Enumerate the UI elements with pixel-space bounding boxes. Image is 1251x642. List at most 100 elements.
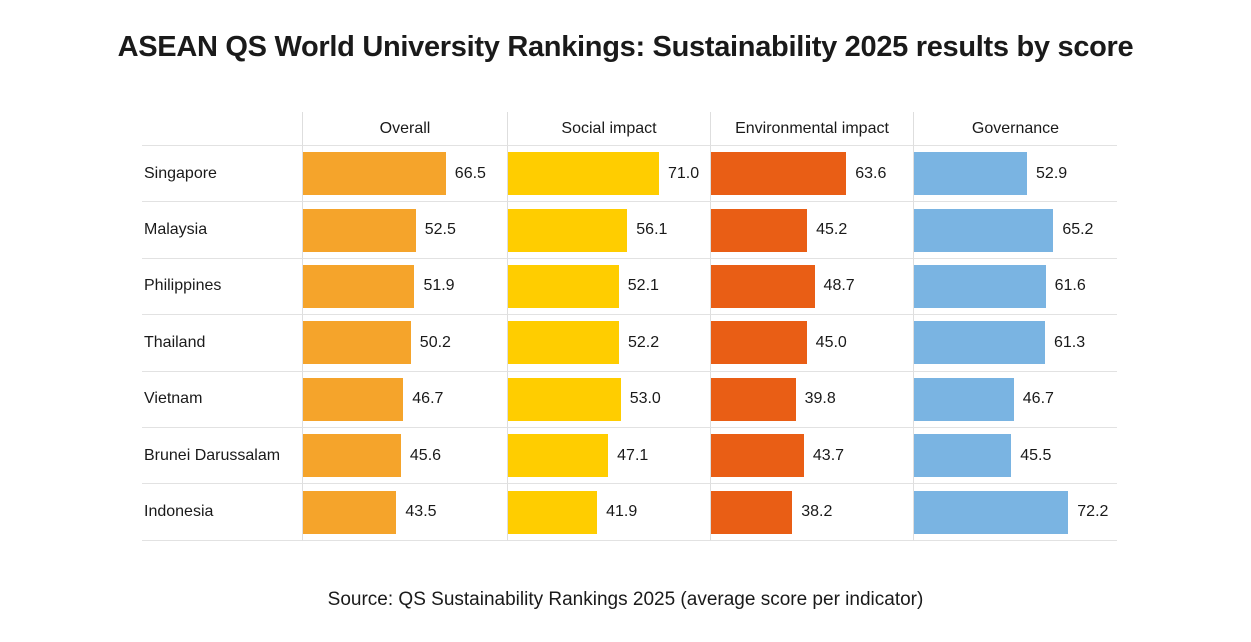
overall-bar-cell: 50.2 (302, 315, 507, 372)
social-impact-bar (508, 377, 621, 421)
bar-value-label: 52.9 (1036, 164, 1068, 182)
bar-value-label: 43.7 (812, 446, 845, 464)
header-country-cell (142, 112, 302, 146)
social-impact-bar-cell: 52.2 (507, 315, 710, 372)
rows-container: Singapore 66.5 71.0 63.6 52.9 Malaysia 52.5 56.… (142, 146, 1117, 541)
bar-value-label: 61.6 (1054, 277, 1086, 295)
governance-bar (914, 321, 1045, 365)
social-impact-bar (508, 434, 609, 478)
bar-value-label: 46.7 (412, 390, 444, 408)
table-row: Malaysia 52.5 56.1 45.2 65.2 (142, 202, 1117, 259)
table-row: Thailand 50.2 52.2 45.0 61.3 (142, 315, 1117, 372)
environmental-impact-bar-cell: 48.7 (710, 258, 913, 316)
environmental-impact-bar-cell: 45.2 (710, 202, 913, 259)
column-header-governance: Governance (913, 112, 1117, 146)
bar-value-label: 50.2 (419, 333, 451, 351)
overall-bar-cell: 43.5 (302, 484, 507, 541)
social-impact-bar-cell: 47.1 (507, 427, 710, 485)
social-impact-bar-cell: 53.0 (507, 371, 710, 428)
table-row: Vietnam 46.7 53.0 39.8 46.7 (142, 371, 1117, 428)
environmental-impact-bar (711, 434, 804, 478)
overall-bar (303, 490, 397, 534)
environmental-impact-bar (711, 321, 807, 365)
overall-bar (303, 264, 415, 308)
bar-value-label: 52.2 (627, 333, 660, 351)
social-impact-bar (508, 152, 659, 196)
bar-value-label: 66.5 (454, 164, 486, 182)
overall-bar-cell: 46.7 (302, 371, 507, 428)
social-impact-bar (508, 321, 619, 365)
governance-bar-cell: 45.5 (913, 427, 1117, 485)
social-impact-bar-cell: 56.1 (507, 202, 710, 259)
governance-bar-cell: 52.9 (913, 146, 1117, 203)
bar-value-label: 38.2 (801, 503, 833, 521)
bar-value-label: 72.2 (1077, 503, 1109, 521)
overall-bar-cell: 66.5 (302, 146, 507, 203)
bar-value-label: 48.7 (823, 277, 855, 295)
table-row: Singapore 66.5 71.0 63.6 52.9 (142, 146, 1117, 203)
environmental-impact-bar (711, 208, 808, 252)
overall-bar-cell: 51.9 (302, 258, 507, 316)
social-impact-bar-cell: 71.0 (507, 146, 710, 203)
chart-title: ASEAN QS World University Rankings: Sust… (117, 31, 1134, 63)
country-label: Malaysia (142, 202, 302, 259)
bar-value-label: 39.8 (804, 390, 836, 408)
environmental-impact-bar-cell: 39.8 (710, 371, 913, 428)
environmental-impact-bar-cell: 43.7 (710, 427, 913, 485)
governance-bar (914, 377, 1014, 421)
governance-bar-cell: 61.6 (913, 258, 1117, 316)
environmental-impact-bar (711, 264, 815, 308)
bar-value-label: 41.9 (606, 503, 638, 521)
governance-bar-cell: 65.2 (913, 202, 1117, 259)
bar-value-label: 45.6 (409, 446, 442, 464)
column-header-environmental-impact: Environmental impact (710, 112, 913, 146)
bar-value-label: 63.6 (855, 164, 887, 182)
column-header-social-impact: Social impact (507, 112, 710, 146)
bar-value-label: 56.1 (636, 221, 668, 239)
bar-value-label: 46.7 (1022, 390, 1054, 408)
bar-value-label: 53.0 (629, 390, 661, 408)
bar-value-label: 52.5 (424, 221, 456, 239)
environmental-impact-bar-cell: 63.6 (710, 146, 913, 203)
governance-bar-cell: 72.2 (913, 484, 1117, 541)
overall-bar-cell: 52.5 (302, 202, 507, 259)
overall-bar (303, 434, 401, 478)
country-label: Philippines (142, 259, 302, 316)
environmental-impact-bar-cell: 45.0 (710, 315, 913, 372)
bar-value-label: 65.2 (1062, 221, 1094, 239)
bar-value-label: 43.5 (405, 503, 437, 521)
table-row: Brunei Darussalam 45.6 47.1 43.7 45.5 (142, 427, 1117, 485)
governance-bar (914, 152, 1028, 196)
governance-bar-cell: 61.3 (913, 315, 1117, 372)
social-impact-bar-cell: 52.1 (507, 258, 710, 316)
bar-value-label: 45.0 (815, 333, 847, 351)
table-row: Indonesia 43.5 41.9 38.2 72.2 (142, 484, 1117, 541)
social-impact-bar (508, 208, 628, 252)
overall-bar (303, 321, 411, 365)
overall-bar (303, 377, 404, 421)
source-caption: Source: QS Sustainability Rankings 2025 … (327, 589, 924, 610)
social-impact-bar (508, 490, 598, 534)
country-label: Vietnam (142, 372, 302, 428)
governance-bar (914, 490, 1069, 534)
social-impact-bar (508, 264, 619, 308)
environmental-impact-bar (711, 490, 793, 534)
bar-value-label: 52.1 (627, 277, 659, 295)
environmental-impact-bar (711, 377, 796, 421)
governance-bar (914, 264, 1046, 308)
bar-value-label: 45.5 (1020, 446, 1052, 464)
table-row: Philippines 51.9 52.1 48.7 61.6 (142, 258, 1117, 316)
bar-value-label: 47.1 (617, 446, 649, 464)
governance-bar-cell: 46.7 (913, 371, 1117, 428)
bar-value-label: 51.9 (423, 277, 455, 295)
bar-value-label: 45.2 (816, 221, 848, 239)
country-label: Brunei Darussalam (142, 428, 302, 485)
header-row: Overall Social impact Environmental impa… (142, 112, 1117, 146)
bar-value-label: 71.0 (667, 164, 700, 182)
country-label: Singapore (142, 146, 302, 203)
environmental-impact-bar-cell: 38.2 (710, 484, 913, 541)
environmental-impact-bar (711, 152, 847, 196)
country-label: Indonesia (142, 484, 302, 541)
overall-bar-cell: 45.6 (302, 427, 507, 485)
